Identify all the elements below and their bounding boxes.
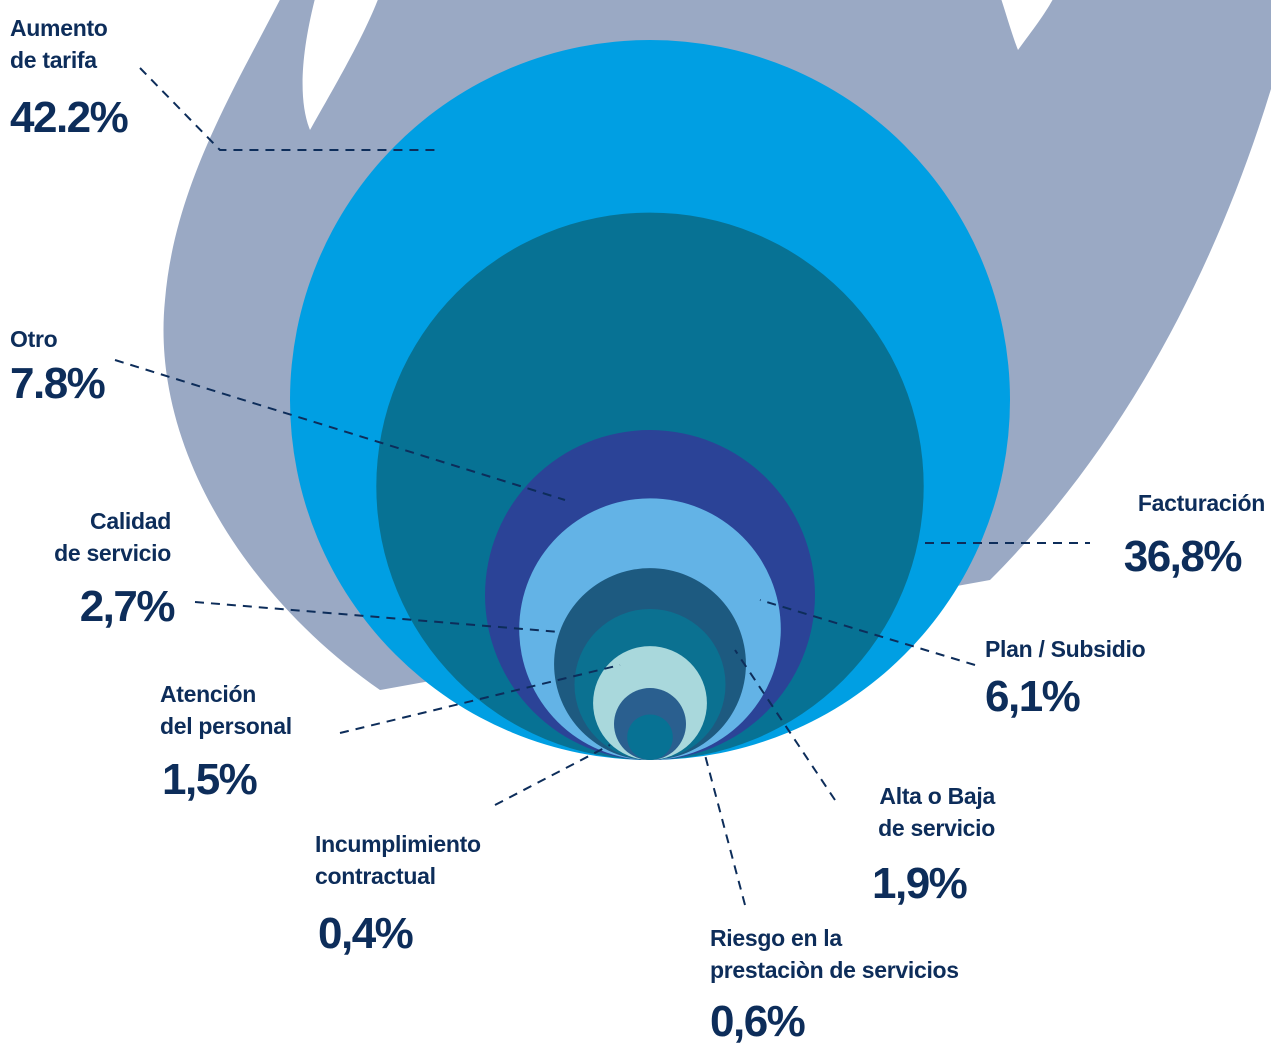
leader-line — [194, 601, 561, 633]
category-label: Otro — [10, 326, 58, 352]
leader-lines — [114, 67, 1090, 906]
value-label: 1,9% — [872, 859, 968, 908]
value-label: 7.8% — [10, 359, 106, 408]
circles — [290, 40, 1010, 761]
category-label: Alta o Baja de servicio — [878, 783, 995, 841]
leader-line — [139, 67, 440, 151]
leader-line — [494, 744, 611, 806]
value-label: 0,6% — [710, 997, 806, 1046]
category-label: Riesgo en la prestaciòn de servicios — [710, 925, 959, 983]
leader-line — [114, 359, 566, 501]
category-label: Atención del personal — [160, 681, 292, 739]
category-label: Facturación — [1137, 490, 1265, 516]
value-label: 36,8% — [1123, 532, 1243, 581]
value-label: 2,7% — [79, 582, 176, 631]
category-label: Aumento de tarifa — [10, 15, 108, 73]
value-label: 6,1% — [985, 672, 1081, 721]
value-label: 0,4% — [318, 909, 414, 958]
leader-line — [339, 664, 621, 734]
value-label: 42.2% — [10, 93, 129, 142]
leader-line — [759, 599, 976, 666]
leader-line — [704, 754, 746, 906]
category-label: Calidad de servicio — [54, 508, 171, 566]
category-label: Incumplimiento contractual — [315, 831, 481, 889]
value-label: 1,5% — [162, 755, 258, 804]
bubble — [627, 714, 673, 761]
leader-line — [734, 649, 836, 801]
category-label: Plan / Subsidio — [985, 636, 1146, 662]
